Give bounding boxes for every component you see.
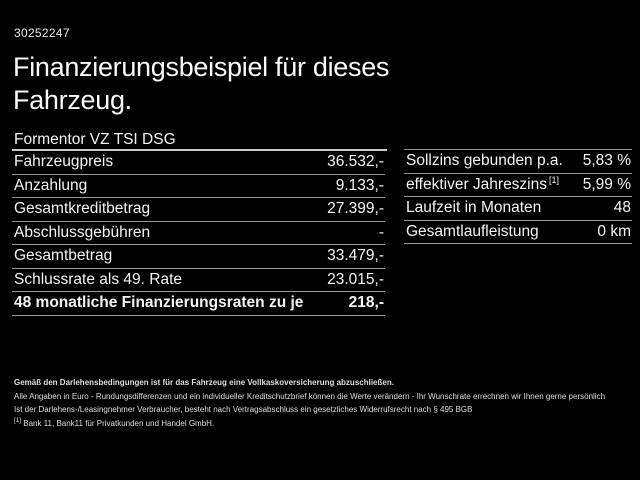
row-label: Gesamtbetrag — [14, 247, 113, 265]
row-value: 33.479,- — [327, 247, 384, 265]
row-value: 23.015,- — [327, 270, 384, 288]
bank-footnote: [1] Bank 11, Bank11 für Privatkunden und … — [14, 417, 634, 431]
table-row: Sollzins gebunden p.a. 5,83 % — [404, 150, 632, 174]
table-row: effektiver Jahreszins [1] 5,99 % — [404, 174, 632, 197]
disclaimer-note: Alle Angaben in Euro - Rundungsdifferenz… — [14, 391, 606, 401]
page-title-line2: Fahrzeug. — [13, 85, 132, 115]
footnote-marker: [1] — [549, 174, 560, 185]
row-value: - — [378, 223, 384, 241]
row-value: 5,99 % — [582, 175, 631, 193]
row-label: effektiver Jahreszins [1] — [404, 174, 560, 194]
table-row: Schlussrate als 49. Rate 23.015,- — [12, 269, 385, 292]
row-value: 36.532,- — [327, 153, 384, 171]
row-label: Anzahlung — [14, 176, 88, 194]
row-value: 27.399,- — [327, 200, 384, 218]
row-value: 5,83 % — [582, 152, 631, 170]
row-label: 48 monatliche Finanzierungsraten zu je — [14, 294, 304, 312]
financing-table: Fahrzeugpreis 36.532,- Anzahlung 9.133,-… — [12, 151, 385, 316]
row-value: 0 km — [597, 222, 631, 240]
table-row: Abschlussgebühren - — [12, 222, 385, 245]
table-row: Gesamtbetrag 33.479,- — [12, 245, 385, 269]
row-label: Abschlussgebühren — [14, 223, 151, 241]
row-value: 218,- — [348, 294, 384, 312]
withdrawal-note: Ist der Darlehens-/Leasingnehmer Verbrau… — [14, 405, 473, 414]
vehicle-model-header: Formentor VZ TSI DSG — [12, 131, 387, 151]
bank-footnote-text: Bank 11, Bank11 für Privatkunden und Han… — [23, 418, 215, 428]
table-row-monthly-rate: 48 monatliche Finanzierungsraten zu je 2… — [12, 292, 385, 316]
conditions-table: Sollzins gebunden p.a. 5,83 % effektiver… — [404, 149, 632, 244]
page-title: Finanzierungsbeispiel für dieses Fahrzeu… — [13, 51, 389, 117]
row-label: Sollzins gebunden p.a. — [406, 152, 563, 170]
row-label-text: effektiver Jahreszins — [406, 175, 547, 193]
row-label: Gesamtlaufleistung — [406, 222, 539, 240]
footnote-marker: [1] — [14, 416, 22, 424]
row-value: 9.133,- — [335, 176, 384, 194]
row-label: Fahrzeugpreis — [14, 153, 114, 171]
table-row: Fahrzeugpreis 36.532,- — [12, 151, 385, 175]
page-title-line1: Finanzierungsbeispiel für dieses — [13, 52, 390, 82]
row-label: Laufzeit in Monaten — [406, 199, 542, 217]
table-row: Anzahlung 9.133,- — [12, 175, 385, 198]
listing-ref-id: 30252247 — [14, 26, 70, 40]
table-row: Gesamtkreditbetrag 27.399,- — [12, 198, 385, 222]
table-row: Gesamtlaufleistung 0 km — [404, 221, 632, 244]
insurance-note: Gemäß den Darlehensbedingungen ist für d… — [14, 378, 394, 387]
row-label: Gesamtkreditbetrag — [14, 200, 151, 218]
table-row: Laufzeit in Monaten 48 — [404, 197, 632, 221]
row-value: 48 — [613, 199, 631, 217]
row-label: Schlussrate als 49. Rate — [14, 270, 183, 288]
legal-fineprint: Gemäß den Darlehensbedingungen ist für d… — [14, 376, 634, 430]
